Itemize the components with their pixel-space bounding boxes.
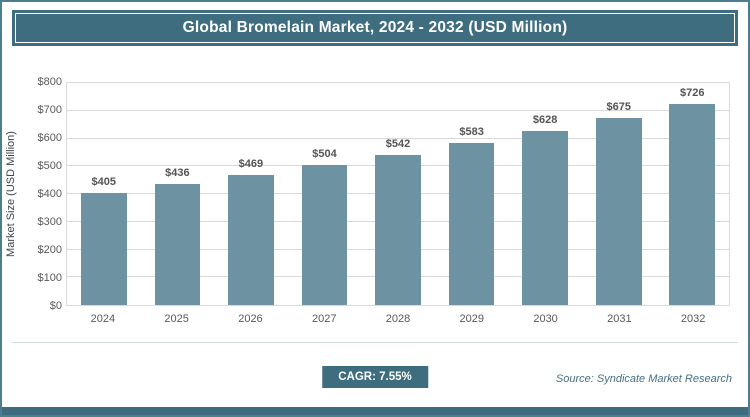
chart-title: Global Bromelain Market, 2024 - 2032 (US… <box>182 19 568 36</box>
bar-value-label: $469 <box>238 157 264 170</box>
gridline <box>67 137 729 139</box>
x-axis-label: 2030 <box>533 313 558 325</box>
bar <box>522 130 568 305</box>
gridline <box>67 109 729 111</box>
bar-value-label: $583 <box>459 126 484 139</box>
y-axis-ticks: $0 $100 $200 $300 $400 $500 $600 $700 $800 <box>22 76 62 312</box>
bar-group: $469 <box>214 83 288 305</box>
bar <box>669 103 716 305</box>
bar-value-label: $675 <box>606 100 631 113</box>
bar-group: $675 <box>582 83 656 305</box>
y-tick-label: $300 <box>37 216 62 228</box>
bar <box>301 165 348 305</box>
bar <box>154 184 201 305</box>
bar-value-label: $726 <box>680 86 705 99</box>
y-axis-title: Market Size (USD Million) <box>5 131 18 257</box>
bar <box>375 154 421 305</box>
bar-group: $405 <box>67 83 141 305</box>
x-axis-label: 2029 <box>459 313 485 325</box>
y-tick-label: $500 <box>37 160 62 172</box>
bar-group: $628 <box>508 83 582 305</box>
y-tick-label: $200 <box>37 244 62 256</box>
bar-value-label: $542 <box>385 137 411 150</box>
y-tick-label: $0 <box>49 300 62 312</box>
y-tick-label: $100 <box>37 272 62 284</box>
bar <box>228 174 274 305</box>
cagr-badge: CAGR: 7.55% <box>322 366 428 388</box>
x-axis-label: 2025 <box>164 313 189 325</box>
bottom-strip <box>2 407 748 415</box>
x-axis-label: 2027 <box>311 313 337 325</box>
bar <box>448 143 495 305</box>
bar <box>595 117 642 305</box>
x-axis-label: 2031 <box>607 313 632 325</box>
y-tick-label: $600 <box>37 132 62 144</box>
x-axis-label: 2026 <box>238 313 263 325</box>
bar-group: $504 <box>288 83 362 305</box>
y-tick-label: $400 <box>37 188 62 200</box>
bar-value-label: $436 <box>165 167 190 180</box>
x-axis-label: 2028 <box>385 313 411 325</box>
footer-divider <box>12 342 738 343</box>
bar-group: $726 <box>656 83 730 305</box>
bar-group: $436 <box>141 83 215 305</box>
source-text: Source: Syndicate Market Research <box>555 373 732 385</box>
bar-value-label: $628 <box>532 113 558 126</box>
x-axis-label: 2024 <box>90 313 116 325</box>
x-axis-labels: 2024 2025 2026 2027 2028 2029 2030 2031 2032 <box>66 313 730 325</box>
bar-series: $405 $436 $469 $504 $542 $583 $628 $675 $726 <box>67 83 729 305</box>
y-tick-label: $700 <box>37 104 62 116</box>
y-tick-label: $800 <box>37 76 62 88</box>
bar-group: $583 <box>435 83 509 305</box>
x-axis-label: 2032 <box>680 313 706 325</box>
bar-value-label: $405 <box>91 175 117 188</box>
bar-value-label: $504 <box>312 148 337 161</box>
plot-area: $405 $436 $469 $504 $542 $583 $628 $675 $726 <box>66 82 730 306</box>
bar-group: $542 <box>361 83 435 305</box>
chart-title-band: Global Bromelain Market, 2024 - 2032 (US… <box>12 10 738 46</box>
bar <box>80 192 127 305</box>
